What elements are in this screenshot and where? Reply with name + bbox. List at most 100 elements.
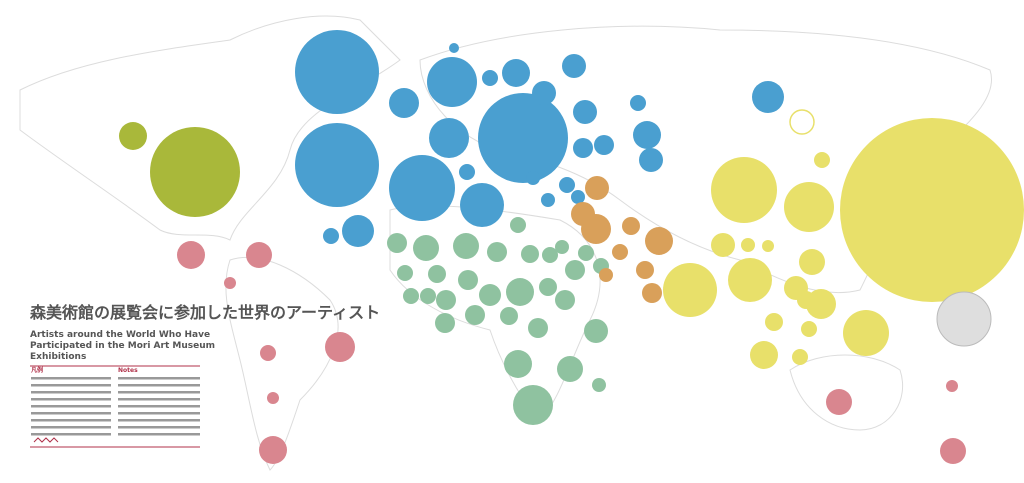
country-bubble — [526, 171, 540, 185]
text-line — [118, 391, 200, 394]
country-bubble — [542, 247, 558, 263]
text-line — [31, 377, 111, 380]
text-line — [118, 384, 200, 387]
country-bubble — [840, 118, 1024, 302]
text-line — [118, 433, 200, 436]
country-bubble — [573, 138, 593, 158]
country-bubble — [752, 81, 784, 113]
notes-heading: Notes — [118, 367, 138, 374]
country-bubble — [506, 278, 534, 306]
text-line — [31, 391, 111, 394]
country-bubble — [479, 284, 501, 306]
country-bubble — [636, 261, 654, 279]
text-line — [31, 398, 111, 401]
country-bubble — [246, 242, 272, 268]
country-bubble — [397, 265, 413, 281]
country-bubble — [711, 233, 735, 257]
country-bubble — [843, 310, 889, 356]
country-bubble — [403, 288, 419, 304]
country-bubble — [387, 233, 407, 253]
country-bubble — [532, 81, 556, 105]
country-bubble — [762, 240, 774, 252]
country-bubble — [482, 70, 498, 86]
country-bubble — [565, 260, 585, 280]
country-bubble — [750, 341, 778, 369]
subtitle-box: Artists around the World Who Have Partic… — [30, 330, 215, 360]
text-line — [31, 426, 111, 429]
subtitle: Artists around the World Who Have Partic… — [30, 330, 215, 360]
country-bubble — [119, 122, 147, 150]
country-bubble — [342, 215, 374, 247]
country-bubble — [465, 305, 485, 325]
legend-heading: 凡例 — [30, 366, 43, 374]
text-line — [118, 405, 200, 408]
country-bubble — [573, 100, 597, 124]
country-bubble — [427, 57, 477, 107]
country-bubble — [502, 59, 530, 87]
text-line — [31, 419, 111, 422]
country-bubble — [150, 127, 240, 217]
country-bubble — [323, 228, 339, 244]
country-bubble — [539, 278, 557, 296]
country-bubble — [557, 356, 583, 382]
country-bubble — [801, 321, 817, 337]
country-bubble — [295, 30, 379, 114]
title-block: 森美術館の展覧会に参加した世界のアーティスト Artists around th… — [28, 298, 380, 456]
country-bubble — [295, 123, 379, 207]
country-bubble — [555, 240, 569, 254]
text-line — [31, 433, 111, 436]
country-bubble — [946, 380, 958, 392]
country-bubble — [449, 43, 459, 53]
country-bubble — [940, 438, 966, 464]
text-line — [118, 412, 200, 415]
country-bubble — [510, 217, 526, 233]
country-bubble — [578, 245, 594, 261]
country-bubble — [711, 157, 777, 223]
country-bubble — [428, 265, 446, 283]
country-bubble — [260, 345, 276, 361]
country-bubble — [413, 235, 439, 261]
country-bubble — [645, 227, 673, 255]
country-bubble — [460, 183, 504, 227]
country-bubble — [799, 249, 825, 275]
country-bubble — [612, 244, 628, 260]
country-bubble — [559, 177, 575, 193]
country-bubble — [806, 289, 836, 319]
country-bubble — [741, 238, 755, 252]
country-bubble — [633, 121, 661, 149]
country-bubble — [458, 270, 478, 290]
legend-text-lines — [31, 377, 200, 436]
country-bubble — [513, 385, 553, 425]
country-bubble — [224, 277, 236, 289]
country-bubble — [420, 288, 436, 304]
country-bubble — [792, 349, 808, 365]
country-bubble — [571, 190, 585, 204]
country-bubble — [584, 319, 608, 343]
country-bubble — [459, 164, 475, 180]
country-bubble — [555, 290, 575, 310]
country-bubble — [936, 291, 992, 347]
bubble-layer — [119, 30, 1024, 464]
country-bubble — [325, 332, 355, 362]
country-bubble — [630, 95, 646, 111]
text-line — [31, 412, 111, 415]
country-bubble — [389, 88, 419, 118]
country-bubble — [487, 242, 507, 262]
country-bubble — [521, 245, 539, 263]
country-bubble — [592, 378, 606, 392]
title: 森美術館の展覧会に参加した世界のアーティスト — [30, 303, 380, 322]
country-bubble — [642, 283, 662, 303]
text-line — [118, 398, 200, 401]
text-line — [118, 377, 200, 380]
country-bubble — [478, 93, 568, 183]
country-bubble — [571, 202, 595, 226]
country-bubble — [765, 313, 783, 331]
country-bubble — [599, 268, 613, 282]
text-line — [31, 405, 111, 408]
text-line — [118, 419, 200, 422]
country-bubble — [585, 176, 609, 200]
country-bubble — [267, 392, 279, 404]
country-bubble — [504, 350, 532, 378]
country-bubble — [435, 313, 455, 333]
